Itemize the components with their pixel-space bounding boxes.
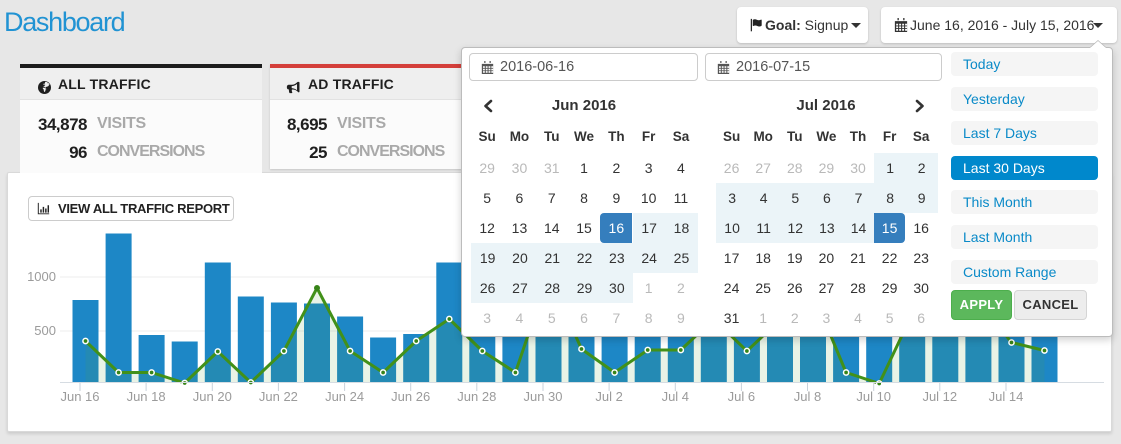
svg-text:Jul 6: Jul 6 <box>728 389 755 404</box>
svg-text:Jul 2: Jul 2 <box>595 389 622 404</box>
svg-text:Jun 18: Jun 18 <box>127 389 166 404</box>
svg-text:1000: 1000 <box>27 269 56 284</box>
svg-text:Jun 20: Jun 20 <box>193 389 232 404</box>
svg-text:Jul 14: Jul 14 <box>989 389 1024 404</box>
svg-text:Jun 26: Jun 26 <box>391 389 430 404</box>
svg-text:Jun 22: Jun 22 <box>259 389 298 404</box>
svg-text:Jul 4: Jul 4 <box>662 389 689 404</box>
svg-text:Jun 28: Jun 28 <box>457 389 496 404</box>
svg-text:Jul 10: Jul 10 <box>856 389 891 404</box>
svg-text:Jun 24: Jun 24 <box>325 389 364 404</box>
svg-text:Jul 12: Jul 12 <box>922 389 957 404</box>
svg-text:500: 500 <box>34 323 56 338</box>
svg-text:Jun 16: Jun 16 <box>60 389 99 404</box>
svg-text:Jul 8: Jul 8 <box>794 389 821 404</box>
svg-text:Jun 30: Jun 30 <box>523 389 562 404</box>
